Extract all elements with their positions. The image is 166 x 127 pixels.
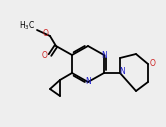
Text: O: O xyxy=(42,51,48,60)
Text: N: N xyxy=(101,51,107,60)
Text: N: N xyxy=(119,67,125,76)
Text: H$_3$C: H$_3$C xyxy=(19,20,35,32)
Text: O: O xyxy=(150,60,156,68)
Text: N: N xyxy=(85,77,91,86)
Text: O: O xyxy=(43,28,49,37)
